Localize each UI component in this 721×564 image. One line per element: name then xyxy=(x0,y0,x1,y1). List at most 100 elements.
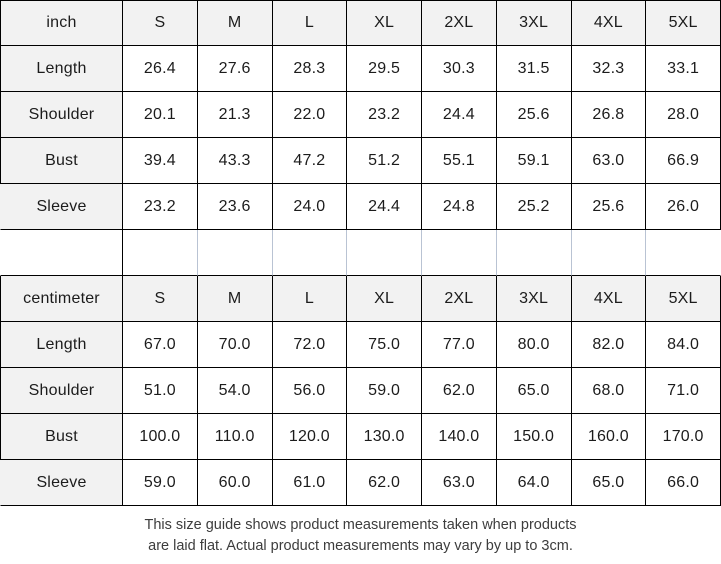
spacer-cell xyxy=(197,230,273,276)
header-row-centimeter: centimeter S M L XL 2XL 3XL 4XL 5XL xyxy=(0,276,721,322)
size-header-cell: 4XL xyxy=(571,276,647,322)
value-cell: 24.8 xyxy=(422,184,497,230)
header-row-inch: inch S M L XL 2XL 3XL 4XL 5XL xyxy=(0,0,721,46)
size-header-cell: 2XL xyxy=(422,276,497,322)
value-cell: 68.0 xyxy=(571,368,647,414)
value-cell: 24.4 xyxy=(347,184,422,230)
value-cell: 80.0 xyxy=(496,322,572,368)
value-cell: 33.1 xyxy=(646,46,721,92)
value-cell: 65.0 xyxy=(571,460,647,506)
size-header-cell: 3XL xyxy=(496,0,572,46)
row-label-cell: Sleeve xyxy=(0,460,123,506)
size-header-cell: L xyxy=(272,0,348,46)
spacer-cell xyxy=(496,230,572,276)
value-cell: 22.0 xyxy=(272,92,348,138)
value-cell: 23.2 xyxy=(347,92,422,138)
value-cell: 26.0 xyxy=(646,184,721,230)
measure-row-sleeve: Sleeve 59.0 60.0 61.0 62.0 63.0 64.0 65.0 66.0 xyxy=(0,460,721,506)
value-cell: 51.2 xyxy=(347,138,422,184)
value-cell: 59.1 xyxy=(496,138,572,184)
row-label-cell: Bust xyxy=(0,138,123,184)
value-cell: 25.6 xyxy=(571,184,647,230)
value-cell: 63.0 xyxy=(422,460,497,506)
value-cell: 26.4 xyxy=(123,46,198,92)
measure-row-bust: Bust 100.0 110.0 120.0 130.0 140.0 150.0 160.0 1… xyxy=(0,414,721,460)
value-cell: 77.0 xyxy=(422,322,497,368)
value-cell: 23.2 xyxy=(123,184,198,230)
row-label-cell: Length xyxy=(0,46,123,92)
size-header-cell: S xyxy=(123,276,198,322)
size-header-cell: 4XL xyxy=(571,0,647,46)
row-label-cell: Shoulder xyxy=(0,368,123,414)
value-cell: 67.0 xyxy=(123,322,198,368)
value-cell: 150.0 xyxy=(496,414,572,460)
spacer-cell xyxy=(422,230,497,276)
value-cell: 100.0 xyxy=(123,414,198,460)
spacer-cell xyxy=(347,230,422,276)
value-cell: 61.0 xyxy=(272,460,348,506)
value-cell: 60.0 xyxy=(197,460,273,506)
value-cell: 130.0 xyxy=(347,414,422,460)
spacer-cell xyxy=(571,230,647,276)
value-cell: 110.0 xyxy=(197,414,273,460)
value-cell: 62.0 xyxy=(347,460,422,506)
size-header-cell: L xyxy=(272,276,348,322)
size-header-cell: 5XL xyxy=(646,0,721,46)
value-cell: 62.0 xyxy=(422,368,497,414)
value-cell: 29.5 xyxy=(347,46,422,92)
size-header-cell: M xyxy=(197,0,273,46)
value-cell: 64.0 xyxy=(496,460,572,506)
value-cell: 39.4 xyxy=(123,138,198,184)
size-guide-footnote: This size guide shows product measuremen… xyxy=(0,506,721,564)
value-cell: 27.6 xyxy=(197,46,273,92)
value-cell: 24.0 xyxy=(272,184,348,230)
value-cell: 51.0 xyxy=(123,368,198,414)
footnote-line-1: This size guide shows product measuremen… xyxy=(144,517,577,533)
value-cell: 56.0 xyxy=(272,368,348,414)
value-cell: 28.0 xyxy=(646,92,721,138)
value-cell: 82.0 xyxy=(571,322,647,368)
value-cell: 170.0 xyxy=(646,414,721,460)
row-label-cell: Length xyxy=(0,322,123,368)
value-cell: 24.4 xyxy=(422,92,497,138)
measure-row-length: Length 67.0 70.0 72.0 75.0 77.0 80.0 82.0 84.0 xyxy=(0,322,721,368)
value-cell: 26.8 xyxy=(571,92,647,138)
row-label-cell: Shoulder xyxy=(0,92,123,138)
value-cell: 43.3 xyxy=(197,138,273,184)
value-cell: 23.6 xyxy=(197,184,273,230)
value-cell: 30.3 xyxy=(422,46,497,92)
value-cell: 140.0 xyxy=(422,414,497,460)
value-cell: 75.0 xyxy=(347,322,422,368)
measure-row-shoulder: Shoulder 20.1 21.3 22.0 23.2 24.4 25.6 26.8 28.0 xyxy=(0,92,721,138)
size-header-cell: M xyxy=(197,276,273,322)
value-cell: 63.0 xyxy=(571,138,647,184)
unit-header-cell: inch xyxy=(0,0,123,46)
value-cell: 32.3 xyxy=(571,46,647,92)
value-cell: 84.0 xyxy=(646,322,721,368)
value-cell: 59.0 xyxy=(347,368,422,414)
value-cell: 65.0 xyxy=(496,368,572,414)
measure-row-bust: Bust 39.4 43.3 47.2 51.2 55.1 59.1 63.0 66.9 xyxy=(0,138,721,184)
footnote-line-2: are laid flat. Actual product measuremen… xyxy=(148,538,573,554)
value-cell: 28.3 xyxy=(272,46,348,92)
value-cell: 54.0 xyxy=(197,368,273,414)
measure-row-sleeve: Sleeve 23.2 23.6 24.0 24.4 24.8 25.2 25.6 26.0 xyxy=(0,184,721,230)
value-cell: 31.5 xyxy=(496,46,572,92)
spacer-cell xyxy=(272,230,348,276)
spacer-cell xyxy=(123,230,198,276)
size-header-cell: 2XL xyxy=(422,0,497,46)
value-cell: 20.1 xyxy=(123,92,198,138)
value-cell: 71.0 xyxy=(646,368,721,414)
value-cell: 120.0 xyxy=(272,414,348,460)
spacer-label-cell xyxy=(0,230,123,276)
value-cell: 72.0 xyxy=(272,322,348,368)
value-cell: 66.0 xyxy=(646,460,721,506)
value-cell: 55.1 xyxy=(422,138,497,184)
size-header-cell: XL xyxy=(347,0,422,46)
unit-header-cell: centimeter xyxy=(0,276,123,322)
size-header-cell: 3XL xyxy=(496,276,572,322)
value-cell: 47.2 xyxy=(272,138,348,184)
size-header-cell: S xyxy=(123,0,198,46)
value-cell: 70.0 xyxy=(197,322,273,368)
measure-row-length: Length 26.4 27.6 28.3 29.5 30.3 31.5 32.3 33.1 xyxy=(0,46,721,92)
